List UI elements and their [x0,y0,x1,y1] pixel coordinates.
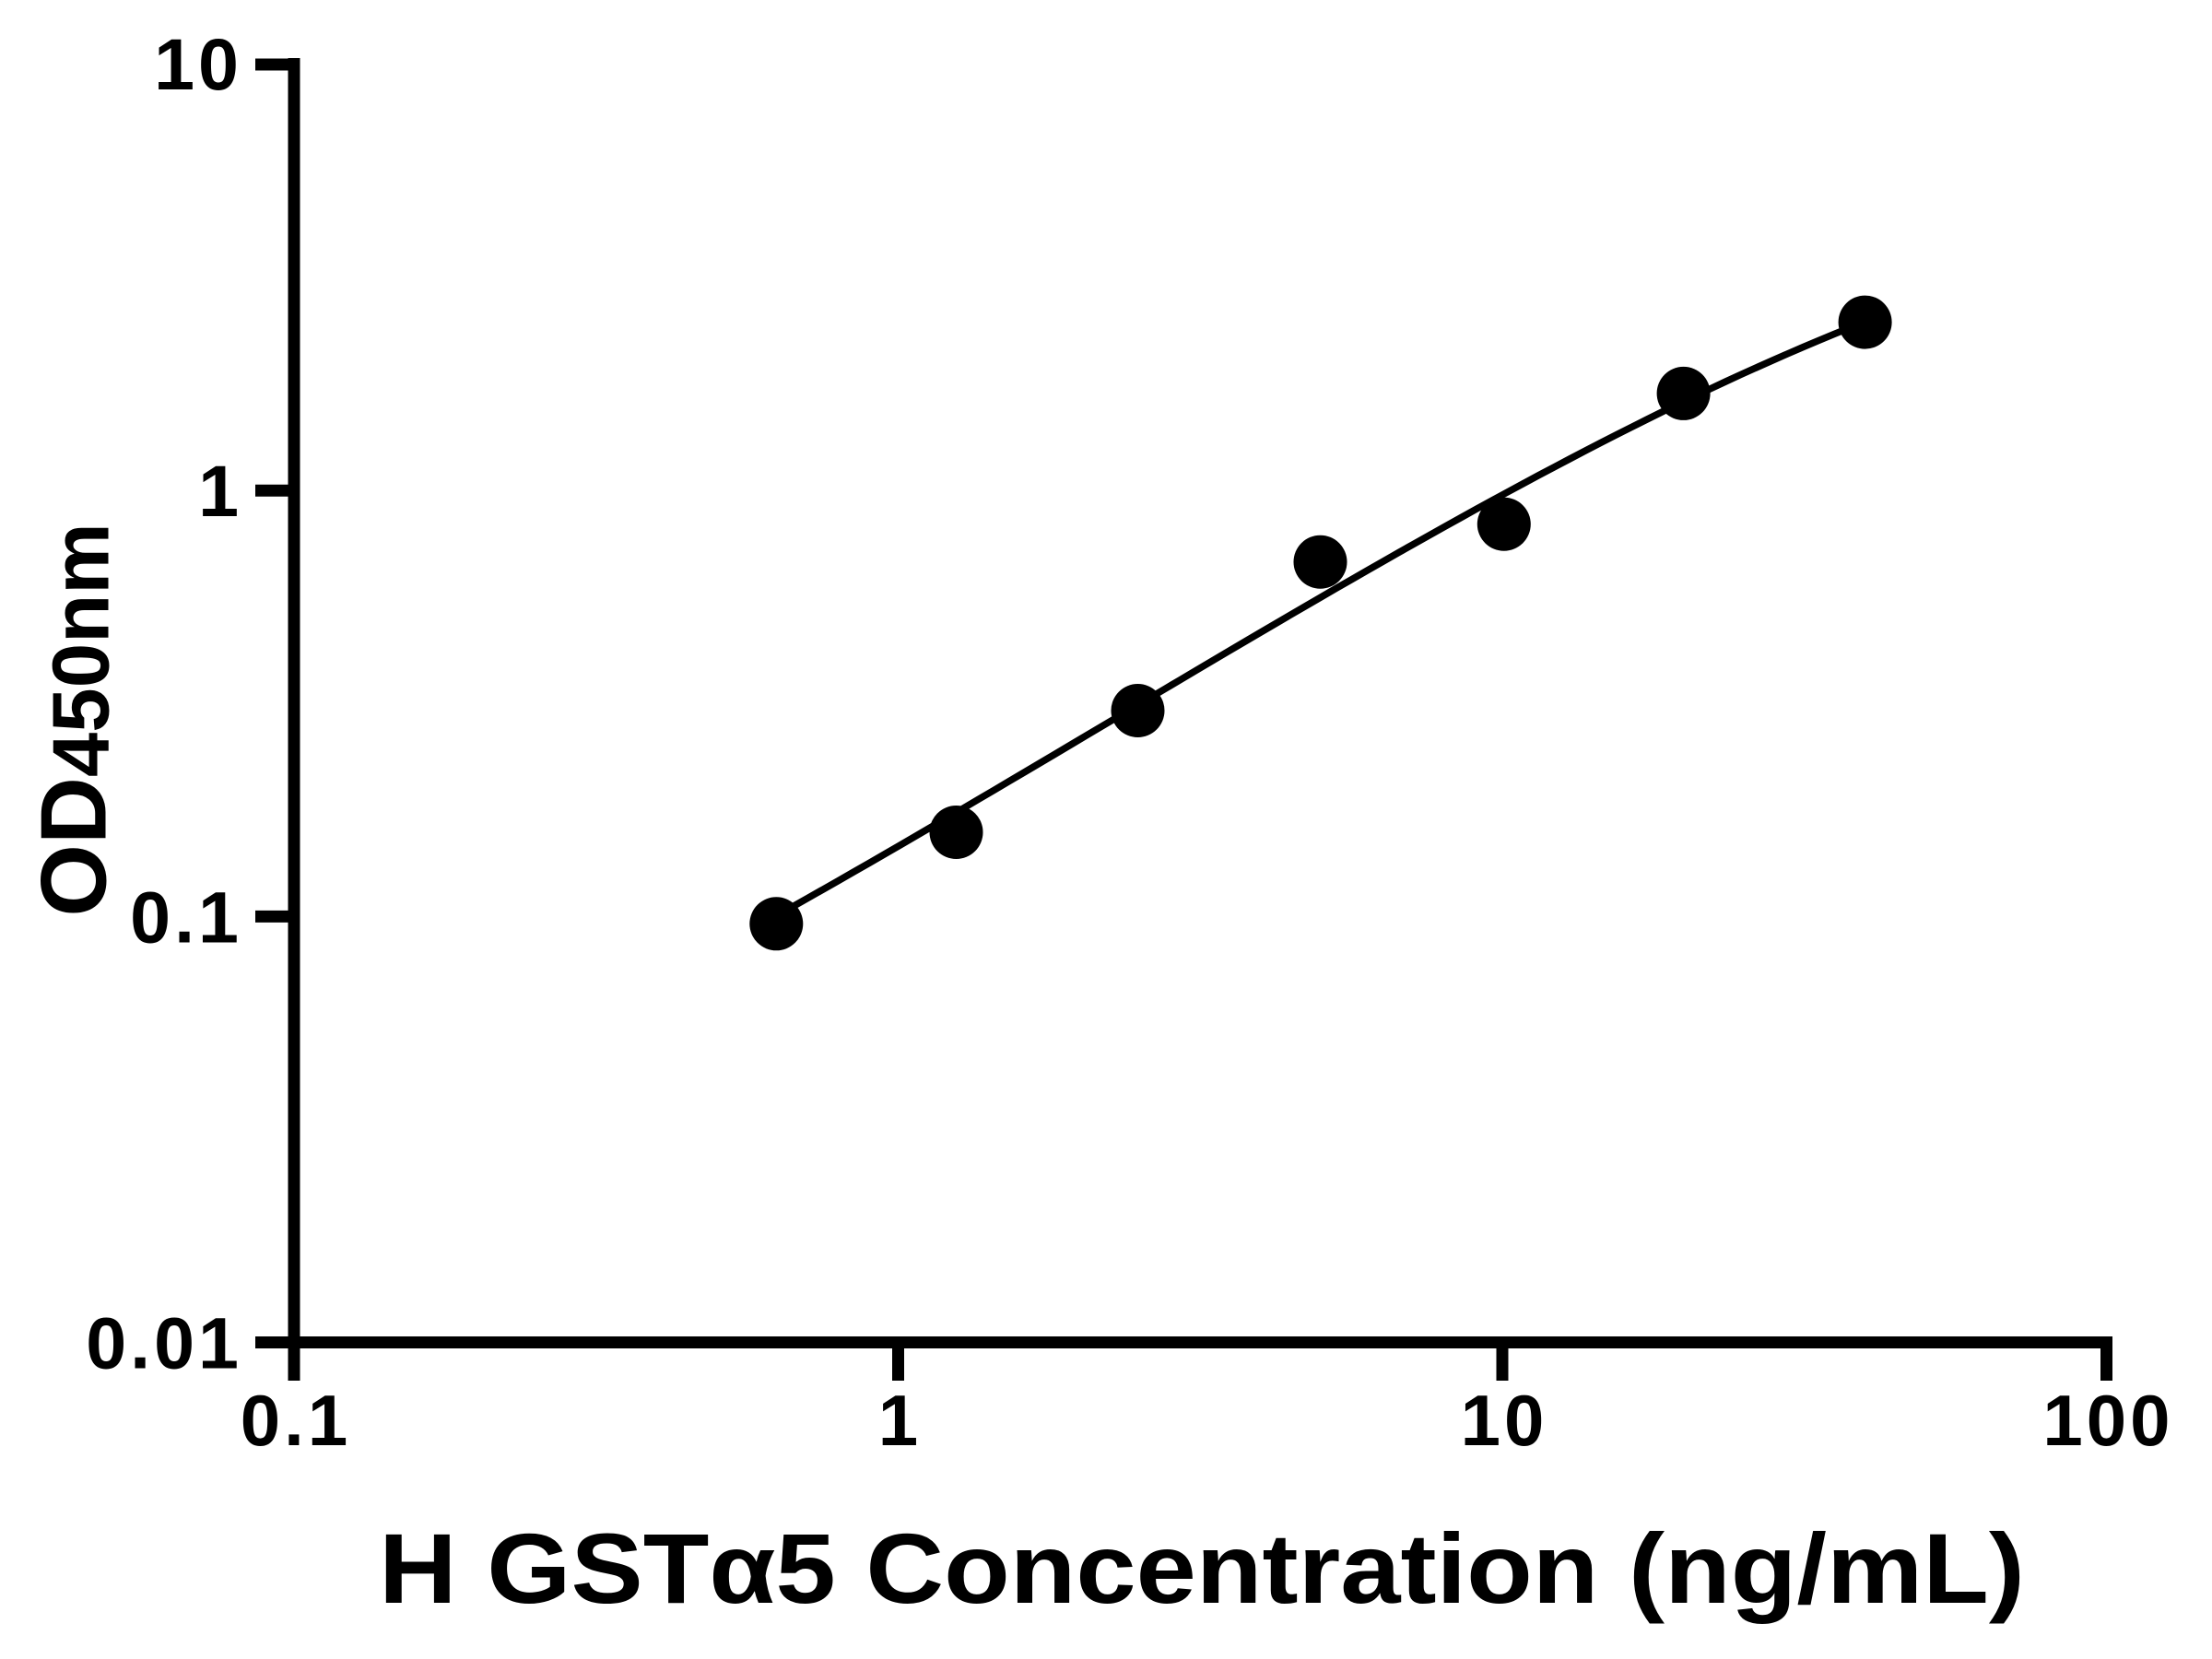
svg-text:1: 1 [878,1380,922,1461]
svg-text:OD450nm: OD450nm [23,523,126,916]
svg-text:0.01: 0.01 [86,1302,242,1384]
svg-text:100: 100 [2042,1380,2173,1461]
svg-text:0.1: 0.1 [241,1380,351,1461]
svg-text:0.1: 0.1 [130,876,242,958]
svg-text:H GSTα5 Concentration (ng/mL): H GSTα5 Concentration (ng/mL) [379,1512,2025,1624]
svg-text:1: 1 [198,450,242,532]
svg-text:10: 10 [154,23,242,105]
svg-text:10: 10 [1461,1380,1548,1461]
